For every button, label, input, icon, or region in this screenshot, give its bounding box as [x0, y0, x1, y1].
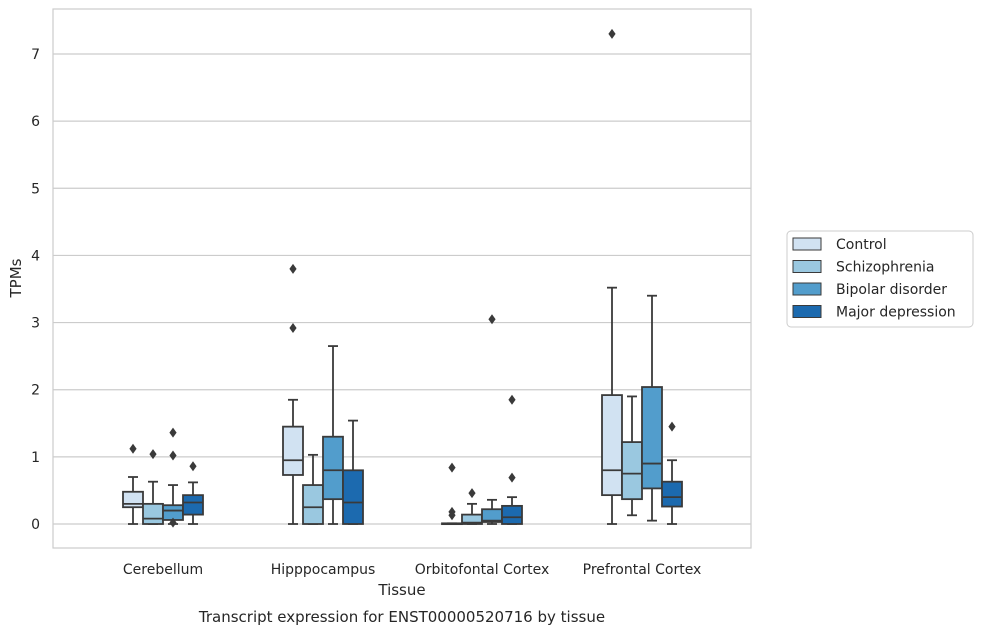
series-bipolar-disorder [162, 294, 663, 528]
box [441, 462, 463, 526]
y-tick-label: 2 [31, 383, 40, 399]
box [661, 421, 683, 525]
outlier-point [468, 488, 476, 499]
series-schizophrenia [142, 395, 643, 525]
box-iqr [501, 504, 523, 525]
box [342, 419, 364, 525]
box [302, 453, 324, 525]
x-tick-labels: Cerebellum Hipppocampus Orbitofontal Corte… [123, 562, 701, 578]
legend-swatch [792, 282, 822, 296]
outlier-point [608, 28, 616, 39]
outlier-point [488, 314, 496, 325]
box-iqr [142, 502, 164, 525]
outlier-point [169, 427, 177, 438]
y-tick-label: 0 [31, 517, 40, 533]
legend-item: Schizophrenia [792, 260, 934, 276]
outlier-point [289, 322, 297, 333]
legend-swatch [792, 260, 822, 273]
box-iqr [601, 394, 623, 497]
y-tick-label: 5 [31, 181, 40, 197]
outlier-point [289, 263, 297, 274]
y-tick-labels: 0 1 2 3 4 5 6 7 [31, 47, 40, 533]
box [621, 395, 643, 517]
box [122, 443, 144, 525]
box-iqr [182, 494, 204, 516]
box-iqr [621, 441, 643, 501]
outlier-point [448, 506, 456, 517]
box-iqr [122, 490, 144, 509]
legend-item: Control [792, 237, 887, 253]
y-tick-label: 4 [31, 248, 40, 264]
y-axis-label: TPMs [7, 258, 25, 298]
legend-label: Major depression [836, 305, 956, 321]
box-iqr [282, 425, 304, 476]
box [601, 28, 623, 525]
box-series [122, 28, 683, 528]
box [501, 394, 523, 525]
box [162, 427, 184, 528]
x-axis-label: Tissue [377, 581, 425, 599]
plot-frame [52, 8, 752, 549]
y-tick-label: 1 [31, 450, 40, 466]
series-major-depression [182, 394, 683, 525]
box [641, 294, 663, 522]
box [182, 461, 204, 525]
box-iqr [322, 435, 344, 501]
outlier-point [149, 449, 157, 460]
legend-item: Bipolar disorder [792, 282, 947, 298]
outlier-point [668, 421, 676, 432]
legend-label: Bipolar disorder [836, 282, 947, 298]
legend-item: Major depression [792, 305, 956, 321]
outlier-point [189, 461, 197, 472]
x-tick-label: Cerebellum [123, 562, 203, 578]
x-tick-label: Orbitofontal Cortex [415, 562, 550, 578]
series-control [122, 28, 623, 526]
y-tick-label: 3 [31, 316, 40, 332]
figure-caption: Transcript expression for ENST0000052071… [198, 608, 605, 626]
x-tick-label: Prefrontal Cortex [583, 562, 702, 578]
outlier-point [448, 462, 456, 473]
box-iqr [661, 480, 683, 508]
legend-swatch [792, 305, 822, 318]
x-tick-label: Hipppocampus [271, 562, 376, 578]
box [461, 488, 483, 525]
outlier-point [508, 472, 516, 483]
legend-swatch [792, 237, 822, 251]
box-iqr [302, 484, 324, 525]
y-tick-label: 7 [31, 47, 40, 63]
box-iqr [342, 469, 364, 525]
box [322, 345, 344, 525]
outlier-point [508, 394, 516, 405]
outlier-point [169, 517, 177, 528]
legend-label: Schizophrenia [836, 260, 934, 276]
legend: Control Schizophrenia Bipolar disorder Majo… [786, 230, 974, 328]
y-tick-label: 6 [31, 114, 40, 130]
legend-frame [786, 230, 974, 328]
box-iqr [641, 386, 663, 490]
outlier-point [129, 443, 137, 454]
box [282, 263, 304, 525]
outlier-point [169, 450, 177, 461]
legend-label: Control [836, 237, 887, 253]
